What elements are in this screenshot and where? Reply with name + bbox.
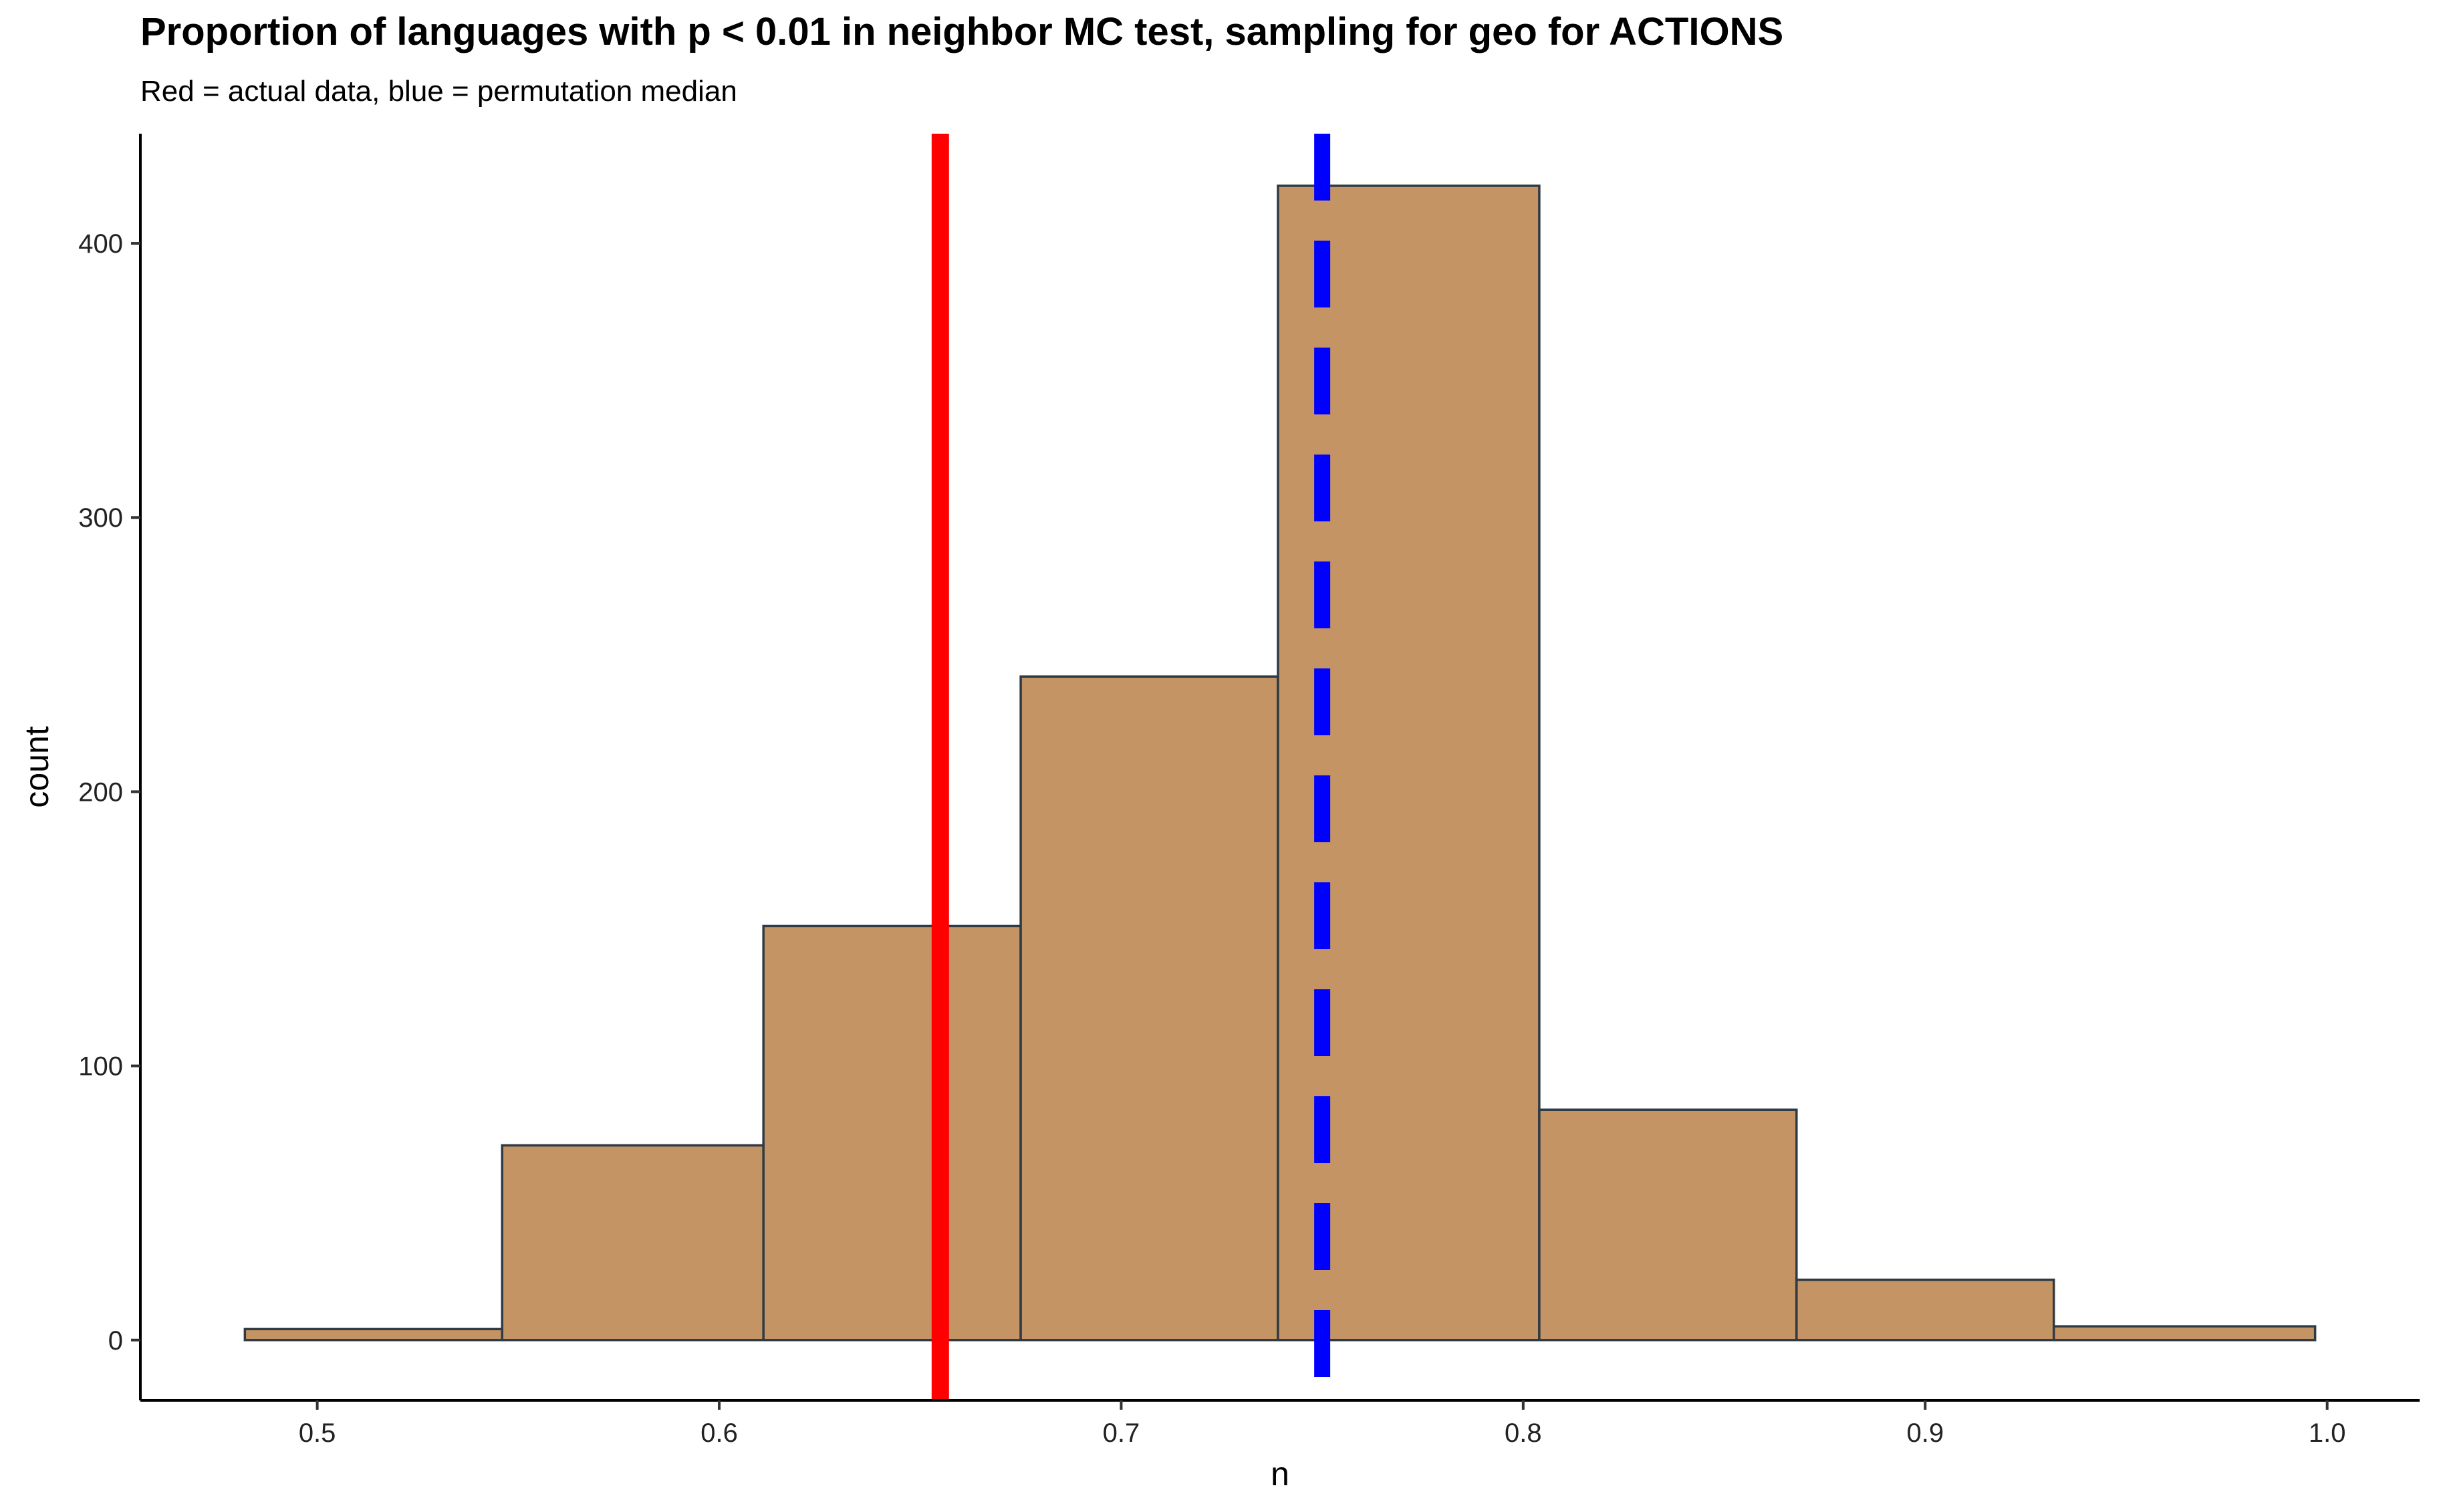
x-tick-label: 0.7 xyxy=(1103,1418,1140,1448)
y-tick-label: 200 xyxy=(78,777,123,807)
y-tick-label: 300 xyxy=(78,503,123,533)
chart-subtitle: Red = actual data, blue = permutation me… xyxy=(140,75,737,108)
x-tick-label: 0.8 xyxy=(1505,1418,1542,1448)
histogram-bar-3 xyxy=(1019,675,1279,1342)
x-tick-label: 0.6 xyxy=(700,1418,738,1448)
x-tick-label: 0.5 xyxy=(299,1418,336,1448)
y-axis-title: count xyxy=(18,726,55,807)
histogram-bar-1 xyxy=(501,1144,765,1342)
histogram-bar-5 xyxy=(1538,1108,1798,1342)
histogram-bar-7 xyxy=(2052,1325,2317,1342)
reference-lines xyxy=(931,134,1331,1400)
x-axis-title: n xyxy=(1271,1455,1289,1493)
y-tick-label: 0 xyxy=(108,1326,123,1356)
histogram-bar-2 xyxy=(762,924,1022,1342)
x-tick-label: 1.0 xyxy=(2309,1418,2346,1448)
ticks: 0.5 0.6 0.7 0.8 0.9 1.0 0 100 200 300 400 xyxy=(78,229,2345,1448)
histogram-bar-6 xyxy=(1795,1278,2055,1342)
histogram-bars xyxy=(243,184,2317,1342)
y-tick-label: 400 xyxy=(78,229,123,259)
histogram-bar-0 xyxy=(243,1328,504,1342)
chart-title: Proportion of languages with p < 0.01 in… xyxy=(140,10,1784,53)
y-tick-label: 100 xyxy=(78,1052,123,1082)
x-tick-label: 0.9 xyxy=(1906,1418,1944,1448)
axes xyxy=(139,134,2420,1402)
